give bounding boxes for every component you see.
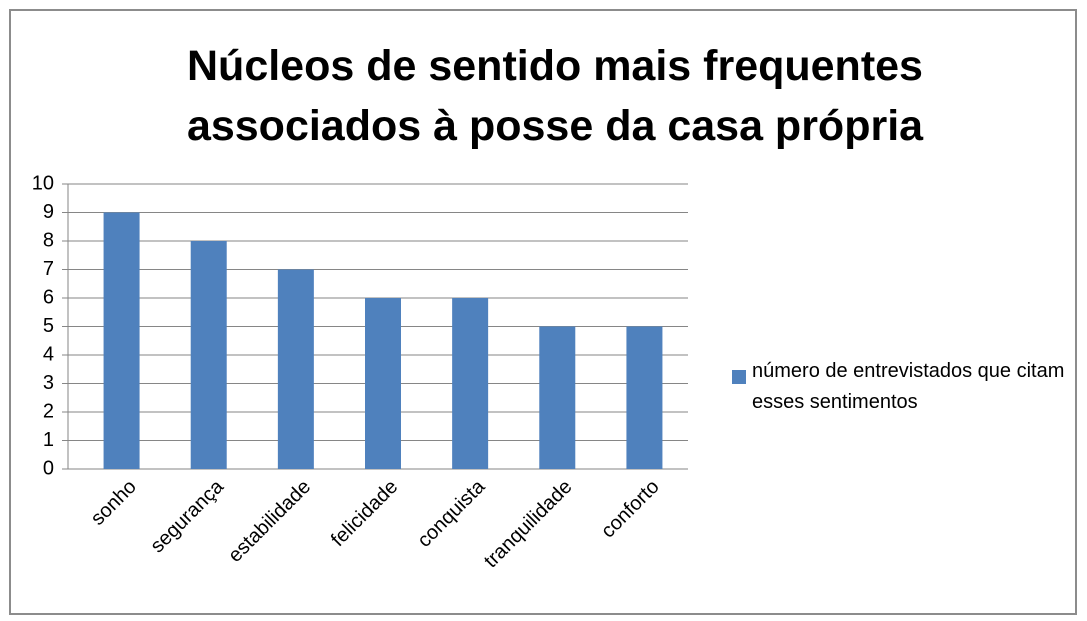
- y-tick-label: 0: [43, 457, 54, 479]
- bar: [277, 269, 314, 469]
- chart-border: [9, 9, 1077, 615]
- y-tick-label: 1: [43, 429, 54, 451]
- y-tick-label: 5: [43, 315, 54, 337]
- title-box: Núcleos de sentido mais frequentes assoc…: [186, 42, 924, 150]
- bar: [190, 241, 227, 469]
- legend-swatch: [732, 370, 746, 384]
- bar: [452, 298, 489, 469]
- y-tick-label: 7: [43, 258, 54, 280]
- y-tick-label: 3: [43, 372, 54, 394]
- legend-label: número de entrevistados que citam esses …: [752, 360, 1065, 413]
- bar: [365, 298, 401, 469]
- y-tick-label: 9: [43, 201, 54, 223]
- bar: [103, 212, 140, 469]
- legend-box: número de entrevistados que citam esses …: [752, 360, 1065, 413]
- y-tick-label: 6: [43, 286, 54, 308]
- y-tick-label: 8: [43, 229, 54, 251]
- y-tick-label: 2: [43, 400, 54, 422]
- bar: [626, 326, 663, 469]
- chart-title: Núcleos de sentido mais frequentes assoc…: [186, 42, 924, 150]
- y-tick-label: 4: [43, 343, 54, 365]
- bar: [539, 326, 576, 469]
- y-tick-label: 10: [32, 172, 54, 194]
